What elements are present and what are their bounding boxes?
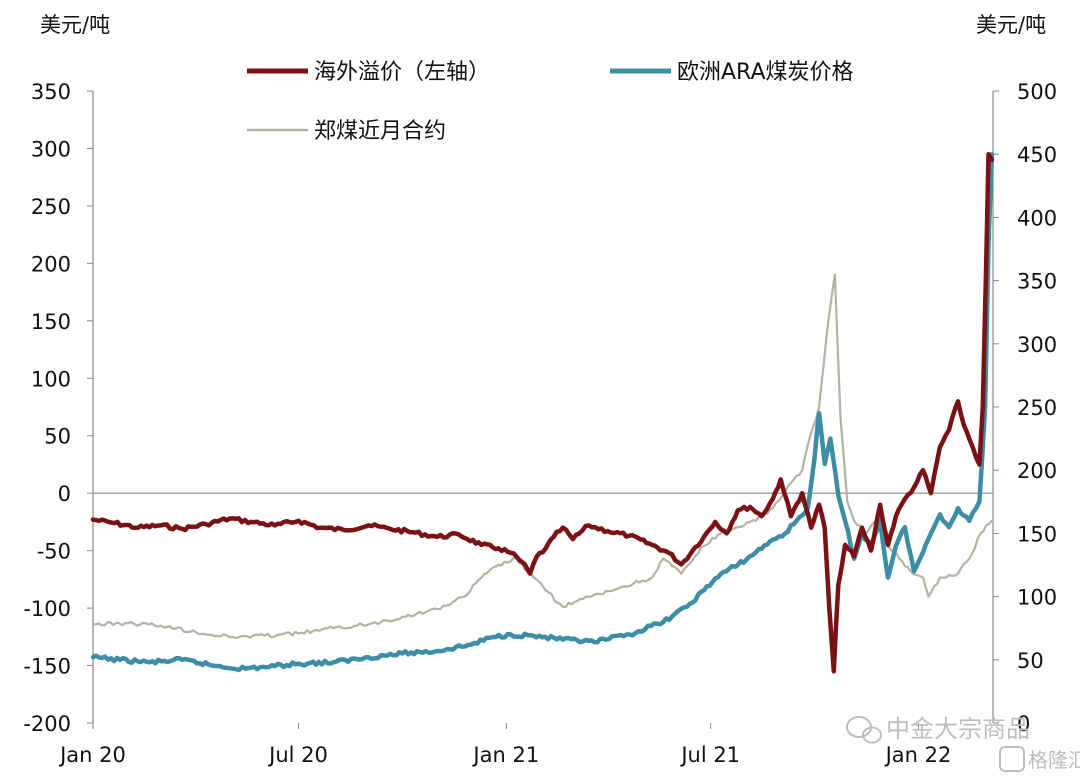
left-tick-label: -100 [23,597,71,621]
watermark-wechat-text: 中金大宗商品 [886,715,1030,743]
left-tick-label: 100 [31,367,71,391]
right-tick-label: 400 [1017,206,1057,230]
right-tick-label: 500 [1017,80,1057,104]
axes: 350300250200150100500-50-100-150-2005004… [23,80,1057,767]
left-tick-label: -50 [37,540,71,564]
legend-label-ara: 欧洲ARA煤炭价格 [677,60,854,85]
left-tick-label: 50 [44,425,71,449]
wechat-icon [846,716,882,744]
left-tick-label: 150 [31,310,71,334]
right-tick-label: 200 [1017,459,1057,483]
series-line-zhengzhou [91,273,993,639]
legend-item-premium: 海外溢价（左轴） [247,60,490,85]
x-tick-label: Jan 21 [471,743,539,767]
legend-label-zhengzhou: 郑煤近月合约 [314,119,446,144]
brand-logo-icon [999,746,1025,772]
right-tick-label: 0 [1017,712,1030,736]
right-tick-label: 150 [1017,522,1057,546]
x-tick-label: Jul 21 [679,743,740,767]
series-line-ara [90,151,995,673]
right-tick-label: 300 [1017,333,1057,357]
right-tick-label: 250 [1017,396,1057,420]
legend-item-ara: 欧洲ARA煤炭价格 [610,60,854,85]
right-tick-label: 100 [1017,586,1057,610]
left-axis-unit: 美元/吨 [40,13,110,37]
series-line-premium [90,151,995,674]
left-tick-label: 200 [31,252,71,276]
legend: 海外溢价（左轴） 欧洲ARA煤炭价格 郑煤近月合约 [247,60,854,144]
x-tick-label: Jul 20 [267,743,328,767]
x-tick-label: Jan 22 [884,743,952,767]
x-tick-label: Jan 20 [58,743,126,767]
legend-item-zhengzhou: 郑煤近月合约 [247,119,446,144]
right-tick-label: 450 [1017,143,1057,167]
watermark-brand-text: 格隆汇 [1028,748,1080,772]
right-tick-label: 50 [1017,649,1044,673]
series-group [90,151,995,674]
left-tick-label: 250 [31,195,71,219]
left-tick-label: -150 [23,655,71,679]
left-tick-label: 350 [31,80,71,104]
right-tick-label: 350 [1017,270,1057,294]
right-axis-unit: 美元/吨 [976,13,1046,37]
watermark: 中金大宗商品 格隆汇 [846,715,1080,772]
left-tick-label: 300 [31,137,71,161]
legend-label-premium: 海外溢价（左轴） [314,60,490,85]
left-tick-label: 0 [58,482,71,506]
left-tick-label: -200 [23,712,71,736]
